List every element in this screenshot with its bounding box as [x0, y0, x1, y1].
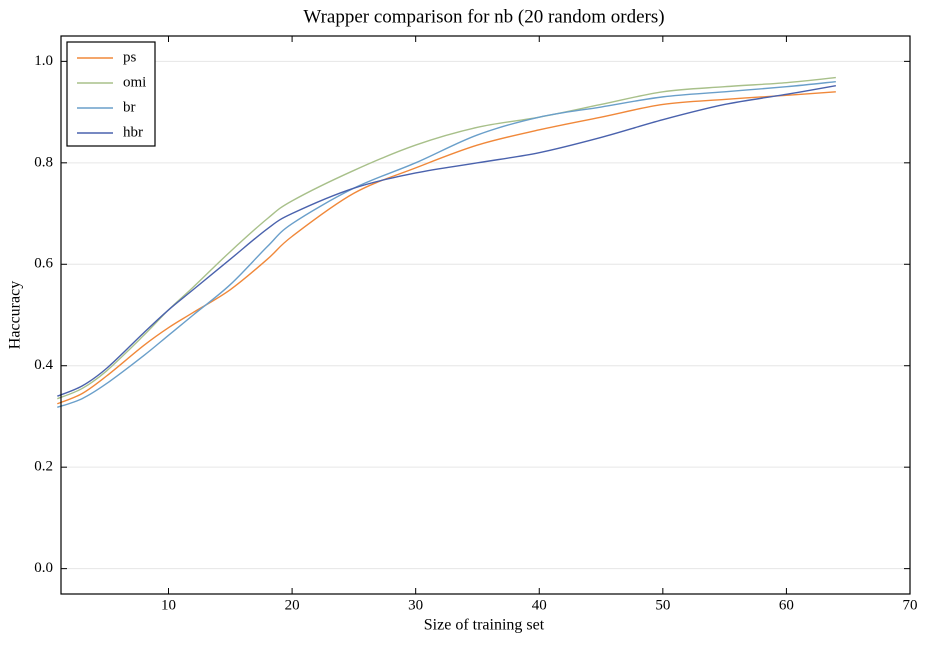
legend-label: omi	[123, 74, 146, 90]
y-tick-label: 0.6	[34, 256, 53, 272]
x-axis-label: Size of training set	[424, 617, 545, 634]
x-tick-label: 50	[655, 597, 670, 613]
y-tick-label: 0.4	[34, 357, 53, 373]
y-axis-label: Haccuracy	[7, 281, 24, 349]
series-line	[57, 80, 836, 408]
x-tick-label: 70	[903, 597, 918, 613]
y-tick-label: 0.8	[34, 154, 53, 170]
x-tick-label: 30	[408, 597, 423, 613]
series-line	[57, 91, 836, 405]
legend-label: br	[123, 99, 136, 115]
y-tick-label: 1.0	[34, 53, 53, 69]
chart-title: Wrapper comparison for nb (20 random ord…	[303, 6, 664, 27]
x-tick-label: 60	[779, 597, 794, 613]
plot-frame	[60, 35, 911, 595]
x-tick-label: 20	[285, 597, 300, 613]
legend-box	[66, 41, 156, 147]
x-tick-label: 10	[161, 597, 176, 613]
series-line	[57, 85, 836, 397]
series-line	[57, 76, 836, 400]
x-tick-label: 40	[532, 597, 547, 613]
legend-label: ps	[123, 49, 137, 65]
legend-label: hbr	[123, 124, 143, 140]
y-tick-label: 0.2	[34, 459, 53, 475]
y-tick-label: 0.0	[34, 560, 53, 576]
